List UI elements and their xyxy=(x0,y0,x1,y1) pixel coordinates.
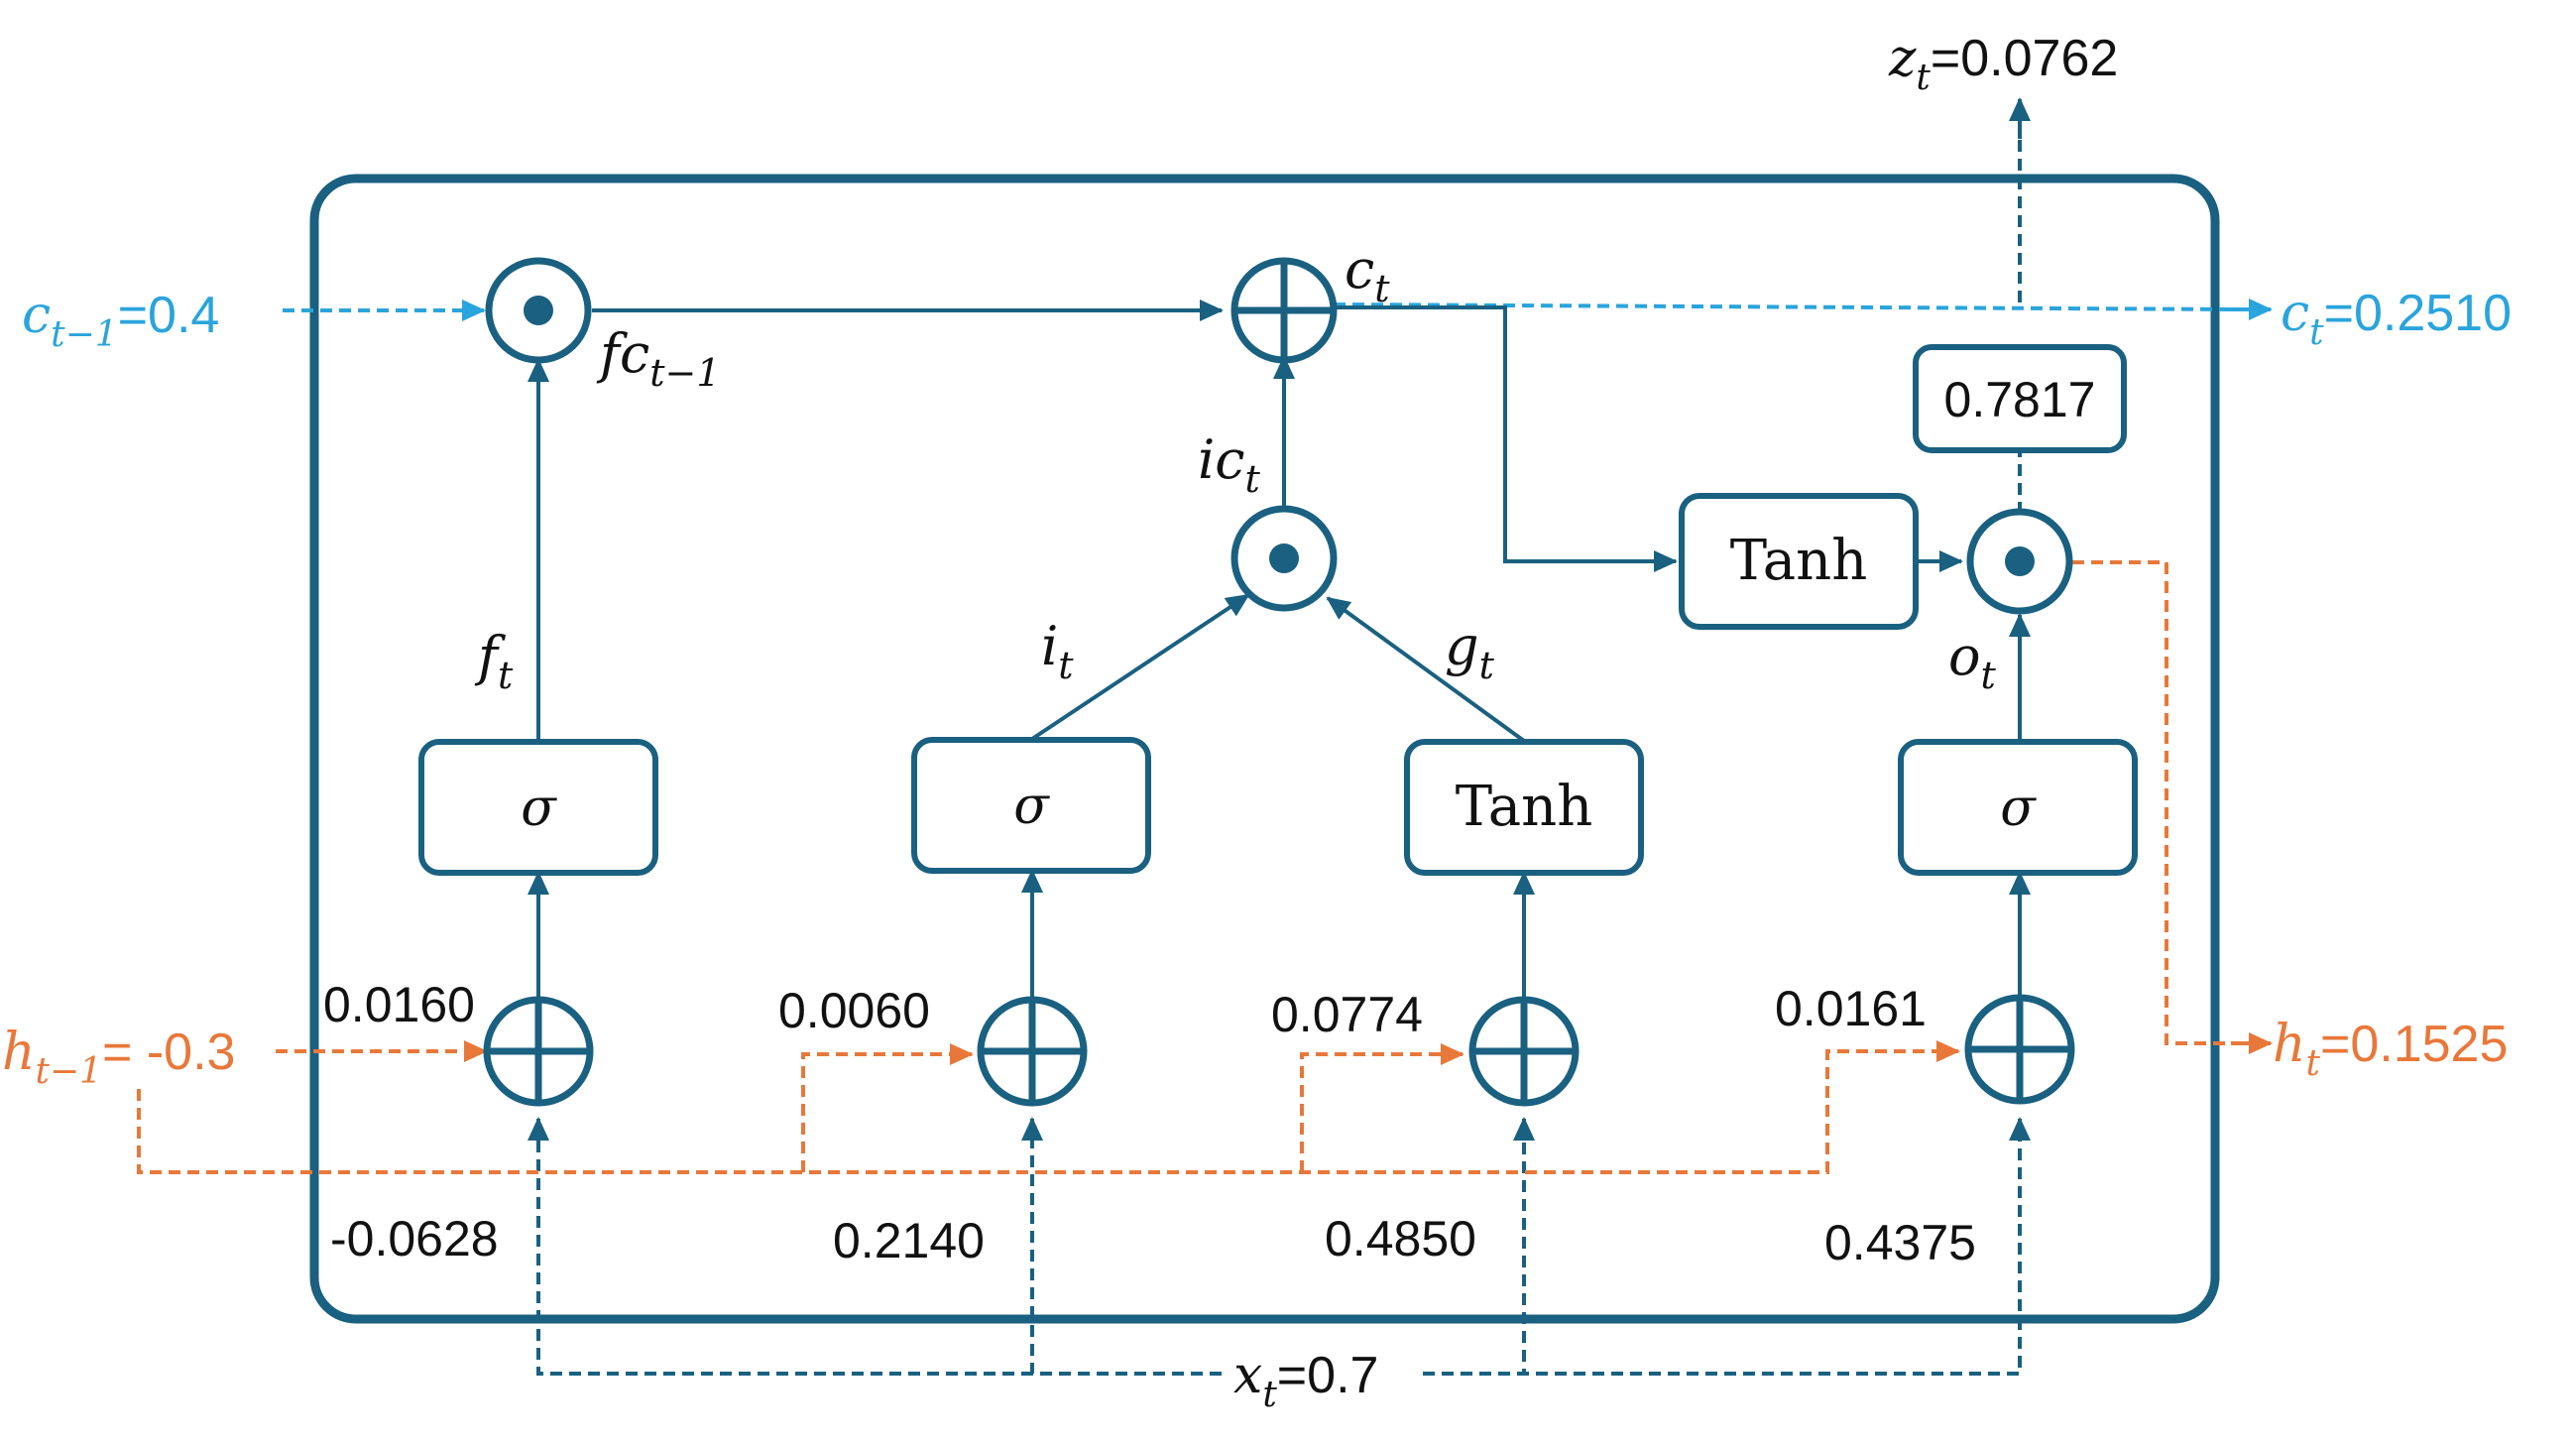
forget-gate-activation-box: σ xyxy=(418,739,658,876)
candidate-x-weight: 0.4850 xyxy=(1325,1211,1476,1266)
i-t-label: it xyxy=(1041,615,1074,687)
x-input-arrowheads xyxy=(527,97,2031,1141)
x-label: xt=0.7 xyxy=(1233,1346,1378,1415)
input-activation-label: σ xyxy=(1013,777,1050,836)
internal-connections xyxy=(527,300,2031,999)
input-x-weight: 0.2140 xyxy=(833,1213,985,1268)
cell-tanh-box: Tanh xyxy=(1679,493,1919,630)
output-multiply-node xyxy=(1966,508,2073,615)
h-prev-label: ht−1= -0.3 xyxy=(2,1023,235,1092)
cell-tanh-label: Tanh xyxy=(1730,529,1868,593)
ic-label: ict xyxy=(1198,428,1261,501)
output-h-weight: 0.0161 xyxy=(1775,981,1927,1036)
output-value: 0.7817 xyxy=(1944,372,2096,427)
candidate-gate-activation-box: Tanh xyxy=(1404,739,1644,876)
c-prev-label: ct−1=0.4 xyxy=(22,286,219,355)
output-gate-sum-node xyxy=(1964,994,2075,1105)
candidate-gate-sum-node xyxy=(1468,996,1580,1107)
c-t-label: ct xyxy=(1345,238,1390,310)
fc-label: fct−1 xyxy=(596,322,721,395)
candidate-activation-label: Tanh xyxy=(1456,775,1593,839)
forget-multiply-node xyxy=(485,257,592,364)
f-t-label: ft xyxy=(474,625,514,697)
input-multiply-node xyxy=(1230,505,1338,612)
forget-activation-label: σ xyxy=(521,779,557,838)
forget-h-weight: 0.0160 xyxy=(323,977,475,1032)
h-arrowheads xyxy=(464,1032,2273,1065)
x-input-lines xyxy=(536,111,2022,1376)
forget-x-weight: -0.0628 xyxy=(330,1211,499,1266)
g-t-label: gt xyxy=(1445,615,1495,687)
h-out-label: ht=0.1525 xyxy=(2273,1015,2508,1084)
candidate-h-weight: 0.0774 xyxy=(1271,987,1423,1042)
output-value-box: 0.7817 xyxy=(1913,344,2127,453)
output-activation-label: σ xyxy=(2000,779,2037,838)
cell-state-sum-node xyxy=(1230,257,1338,364)
cell-state-arrowheads xyxy=(461,299,2273,321)
lstm-cell-frame xyxy=(309,174,2220,1324)
cell-state-lines xyxy=(283,302,2242,312)
output-gate-activation-box: σ xyxy=(1898,739,2138,876)
output-x-weight: 0.4375 xyxy=(1824,1215,1976,1270)
input-gate-sum-node xyxy=(977,996,1088,1107)
forget-gate-sum-node xyxy=(483,996,594,1107)
o-t-label: ot xyxy=(1948,625,1997,697)
c-out-label: ct=0.2510 xyxy=(2281,284,2512,353)
input-h-weight: 0.0060 xyxy=(778,983,930,1038)
input-gate-activation-box: σ xyxy=(911,737,1151,874)
h-input-lines xyxy=(137,560,2246,1174)
z-out-label: zt=0.0762 xyxy=(1888,29,2118,98)
